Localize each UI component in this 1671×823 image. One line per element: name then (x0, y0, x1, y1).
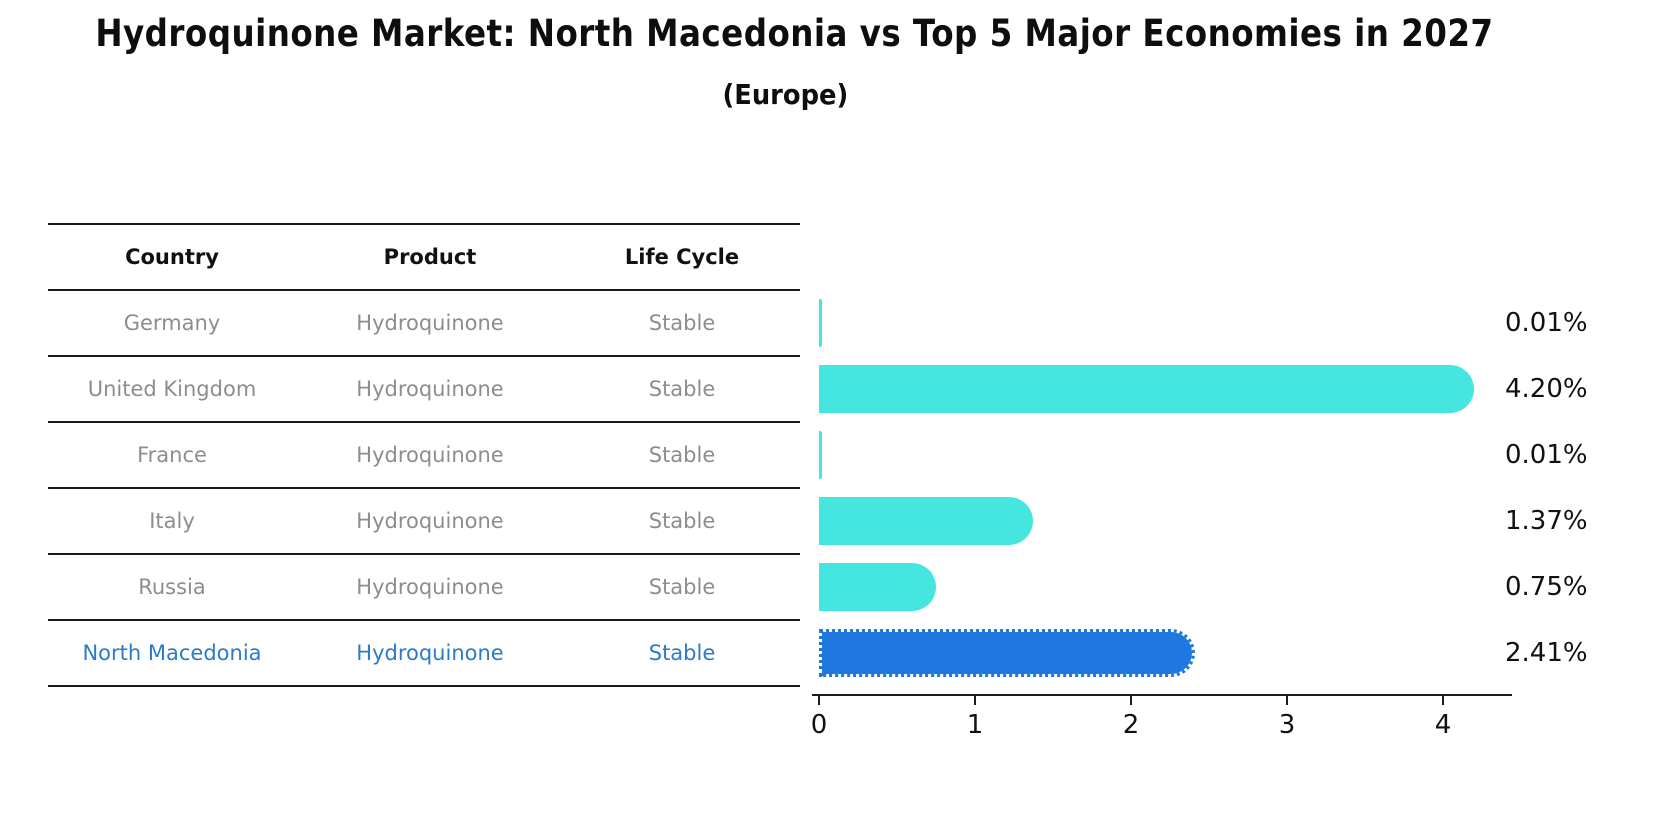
x-axis-tick-label: 2 (1122, 710, 1140, 740)
cell-product: Hydroquinone (356, 377, 504, 401)
cell-life-cycle: Stable (648, 443, 716, 467)
cell-country: Russia (138, 575, 206, 599)
value-label-russia: 0.75% (1505, 572, 1588, 602)
bar-france (819, 431, 822, 479)
value-label-germany: 0.01% (1505, 308, 1588, 338)
x-axis-tick (1286, 694, 1288, 705)
value-label-north-macedonia: 2.41% (1505, 638, 1588, 668)
x-axis-tick-label: 0 (810, 710, 828, 740)
country-table: Country Product Life Cycle Germany Hydroq… (48, 223, 800, 687)
table-row: France Hydroquinone Stable (48, 423, 800, 489)
bar-italy (819, 497, 1033, 545)
chart-subtitle-wrap: (Europe) (0, 78, 1570, 111)
value-label-italy: 1.37% (1505, 506, 1588, 536)
col-header-product: Product (383, 245, 477, 269)
table-row: Russia Hydroquinone Stable (48, 555, 800, 621)
chart-title-wrap: Hydroquinone Market: North Macedonia vs … (0, 12, 1570, 55)
x-axis-tick (1442, 694, 1444, 705)
bar-north-macedonia (819, 629, 1195, 677)
cell-country: United Kingdom (87, 377, 257, 401)
table-row: North Macedonia Hydroquinone Stable (48, 621, 800, 687)
bar-united-kingdom (819, 365, 1474, 413)
x-axis-line (812, 694, 1512, 696)
cell-life-cycle: Stable (648, 311, 716, 335)
x-axis-tick (974, 694, 976, 705)
cell-country: North Macedonia (82, 641, 262, 665)
x-axis-tick-label: 3 (1278, 710, 1296, 740)
cell-life-cycle: Stable (648, 575, 716, 599)
chart-subtitle: (Europe) (722, 78, 848, 111)
col-header-lifecycle: Life Cycle (624, 245, 740, 269)
cell-product: Hydroquinone (356, 311, 504, 335)
cell-product: Hydroquinone (356, 641, 504, 665)
cell-country: France (137, 443, 207, 467)
table-body: Germany Hydroquinone Stable United Kingdom H… (48, 291, 800, 687)
table-row: Germany Hydroquinone Stable (48, 291, 800, 357)
col-header-country: Country (125, 245, 219, 269)
cell-country: Italy (149, 509, 195, 533)
cell-country: Germany (123, 311, 221, 335)
bar-russia (819, 563, 936, 611)
cell-life-cycle: Stable (648, 509, 716, 533)
cell-product: Hydroquinone (356, 443, 504, 467)
x-axis-tick-label: 4 (1434, 710, 1452, 740)
x-axis-tick (818, 694, 820, 705)
cell-product: Hydroquinone (356, 509, 504, 533)
table-header-row: Country Product Life Cycle (48, 225, 800, 291)
chart-title: Hydroquinone Market: North Macedonia vs … (95, 12, 1494, 55)
cell-product: Hydroquinone (356, 575, 504, 599)
cell-life-cycle: Stable (648, 377, 716, 401)
bar-germany (819, 299, 822, 347)
x-axis-tick (1130, 694, 1132, 705)
x-axis-tick-label: 1 (966, 710, 984, 740)
value-label-united-kingdom: 4.20% (1505, 374, 1588, 404)
table-row: Italy Hydroquinone Stable (48, 489, 800, 555)
table-row: United Kingdom Hydroquinone Stable (48, 357, 800, 423)
cell-life-cycle: Stable (648, 641, 716, 665)
value-label-france: 0.01% (1505, 440, 1588, 470)
